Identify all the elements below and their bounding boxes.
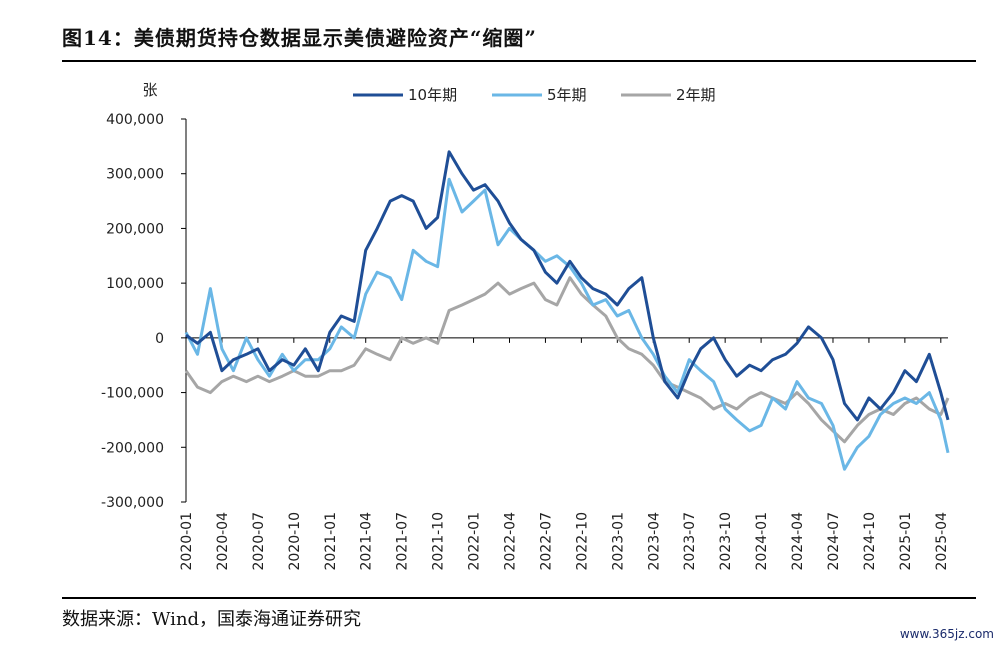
x-tick-label: 2020-07 xyxy=(251,512,267,571)
x-axis: 2020-01 2020-04 2020-07 2020-10 2021-01 2021-… xyxy=(179,337,950,571)
legend-label-2: 2年期 xyxy=(676,86,716,104)
figure-title: 图14：美债期货持仓数据显示美债避险资产“缩圈” xyxy=(62,26,537,50)
legend-label-0: 10年期 xyxy=(408,86,457,104)
series-5y-line xyxy=(184,177,950,471)
line-chart: 张 10年期 5年期 2年期 400,000 300,000 200,000 100,00… xyxy=(101,81,950,571)
x-tick-label: 2020-01 xyxy=(179,512,195,571)
bottom-rule xyxy=(62,597,976,599)
x-tick-label: 2024-04 xyxy=(790,512,806,571)
y-tick-label: 300,000 xyxy=(106,167,164,183)
x-tick-label: 2023-10 xyxy=(718,512,734,571)
y-tick-label: 400,000 xyxy=(106,112,164,128)
y-tick-label: -100,000 xyxy=(101,386,164,402)
series-10y-line xyxy=(185,150,950,422)
x-tick-label: 2023-07 xyxy=(682,512,698,571)
source-note: 数据来源：Wind，国泰海通证券研究 xyxy=(62,609,362,630)
x-tick-label: 2020-10 xyxy=(287,512,303,571)
x-tick-label: 2024-10 xyxy=(862,512,878,571)
x-tick-label: 2021-07 xyxy=(395,512,411,571)
y-tick-label: -300,000 xyxy=(101,495,164,511)
y-axis-unit-label: 张 xyxy=(142,81,157,99)
legend-label-1: 5年期 xyxy=(547,86,587,104)
watermark: www.365jz.com xyxy=(899,627,994,641)
series-lines xyxy=(184,150,950,471)
x-tick-label: 2021-04 xyxy=(359,512,375,571)
y-tick-label: 0 xyxy=(155,331,164,347)
top-rule xyxy=(62,60,976,62)
x-tick-label: 2021-01 xyxy=(323,512,339,571)
y-axis: 400,000 300,000 200,000 100,000 0 -100,000 -20… xyxy=(101,112,187,511)
legend: 10年期 5年期 2年期 xyxy=(353,86,716,104)
x-tick-label: 2023-01 xyxy=(610,512,626,571)
x-tick-label: 2022-04 xyxy=(502,512,518,571)
x-tick-label: 2020-04 xyxy=(215,512,231,571)
x-tick-label: 2022-10 xyxy=(574,512,590,571)
x-tick-label: 2023-04 xyxy=(646,512,662,571)
series-2y-line xyxy=(184,276,950,444)
x-tick-label: 2024-07 xyxy=(826,512,842,571)
x-tick-label: 2025-01 xyxy=(898,512,914,571)
y-tick-label: -200,000 xyxy=(101,440,164,456)
x-tick-label: 2024-01 xyxy=(754,512,770,571)
y-tick-label: 200,000 xyxy=(106,221,164,237)
x-tick-label: 2021-10 xyxy=(431,512,447,571)
x-tick-label: 2022-07 xyxy=(538,512,554,571)
x-tick-label: 2025-04 xyxy=(934,512,950,571)
y-tick-label: 100,000 xyxy=(106,276,164,292)
x-tick-label: 2022-01 xyxy=(467,512,483,571)
